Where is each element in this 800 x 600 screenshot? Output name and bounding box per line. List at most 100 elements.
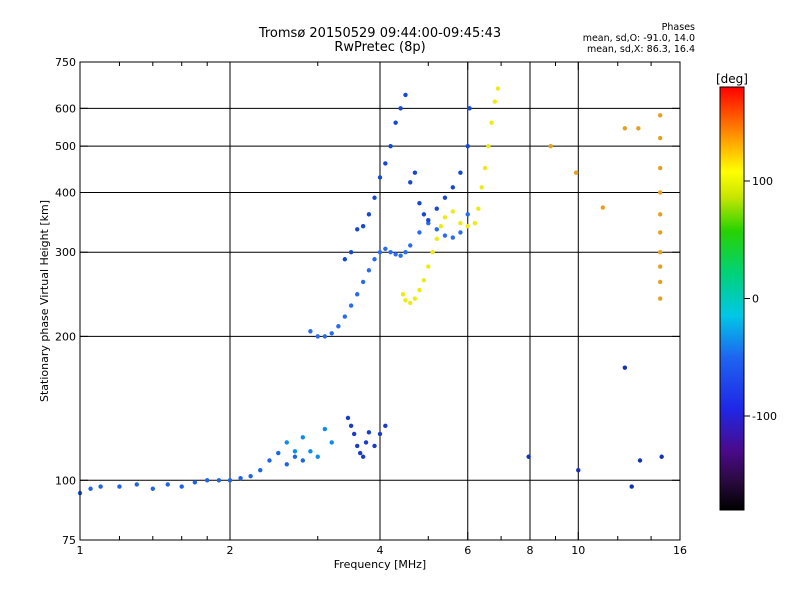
data-point xyxy=(383,423,388,429)
data-point xyxy=(657,230,663,235)
data-point xyxy=(526,454,531,459)
data-point xyxy=(388,250,393,255)
phase-stats-x: mean, sd,X: 86.3, 16.4 xyxy=(586,44,695,55)
data-point xyxy=(400,292,406,297)
y-tick-label: 500 xyxy=(55,140,76,153)
data-point xyxy=(165,482,170,487)
data-point xyxy=(657,165,663,171)
data-point xyxy=(248,473,253,479)
data-point xyxy=(366,430,372,435)
data-point xyxy=(372,257,377,262)
phase-stats-o: mean, sd,O: -91.0, 14.0 xyxy=(582,33,695,44)
y-tick-label: 100 xyxy=(55,474,76,487)
data-point xyxy=(150,486,156,491)
data-point xyxy=(267,458,272,463)
x-tick-label: 8 xyxy=(527,544,534,557)
data-point xyxy=(622,365,628,370)
y-tick-label: 200 xyxy=(55,330,76,343)
data-point xyxy=(417,230,422,235)
data-point xyxy=(383,246,388,251)
data-point xyxy=(458,170,463,175)
data-point xyxy=(430,250,435,255)
data-point xyxy=(372,443,377,449)
data-point xyxy=(442,195,448,200)
data-point xyxy=(412,296,418,301)
data-point xyxy=(238,476,243,481)
data-points-layer xyxy=(77,86,664,496)
data-point xyxy=(450,209,456,214)
data-point xyxy=(348,423,354,429)
data-point xyxy=(434,206,439,211)
chart-subtitle: RwPretec (8p) xyxy=(334,40,426,55)
y-tick-label: 600 xyxy=(55,102,76,115)
data-point xyxy=(354,443,360,449)
data-point xyxy=(576,467,581,473)
data-point xyxy=(348,250,354,255)
data-point xyxy=(465,143,470,149)
data-point xyxy=(403,250,408,255)
data-point xyxy=(366,212,372,217)
data-point xyxy=(284,462,289,467)
data-point xyxy=(408,180,413,185)
data-point xyxy=(393,120,398,125)
colorbar-tick-label: 0 xyxy=(752,293,759,306)
colorbar-tick-label: -100 xyxy=(752,410,777,423)
data-point xyxy=(426,218,431,223)
data-point xyxy=(227,478,233,483)
data-point xyxy=(417,200,422,206)
data-point xyxy=(372,195,377,200)
data-point xyxy=(292,449,298,454)
data-point xyxy=(489,120,494,125)
data-point xyxy=(412,170,418,175)
data-point xyxy=(300,458,306,463)
y-tick-label: 400 xyxy=(55,186,76,199)
data-point xyxy=(636,126,641,131)
data-point xyxy=(351,431,357,437)
data-point xyxy=(657,264,663,269)
data-point xyxy=(472,221,478,226)
data-point xyxy=(434,236,439,242)
phase-stats: Phases mean, sd,O: -91.0, 14.0 mean, sd,… xyxy=(583,22,695,55)
data-point xyxy=(398,106,403,111)
x-tick-label: 1 xyxy=(77,544,84,557)
x-tick-label: 2 xyxy=(227,544,234,557)
data-point xyxy=(637,458,643,463)
data-point xyxy=(383,161,388,166)
colorbar-tick-label: 100 xyxy=(752,175,773,188)
data-point xyxy=(98,484,103,489)
data-point xyxy=(329,440,334,445)
data-point xyxy=(458,230,463,235)
grid-layer xyxy=(80,62,680,540)
data-point xyxy=(403,92,408,98)
x-tick-label: 16 xyxy=(673,544,687,557)
data-point xyxy=(486,143,491,149)
data-point xyxy=(300,435,306,440)
data-point xyxy=(315,454,320,459)
x-tick-label: 6 xyxy=(464,544,471,557)
data-point xyxy=(421,278,427,283)
data-point xyxy=(659,454,664,459)
data-point xyxy=(388,143,393,149)
data-point xyxy=(408,300,413,306)
data-point xyxy=(192,480,198,485)
data-point xyxy=(403,298,408,303)
y-tick-label: 750 xyxy=(55,56,76,69)
data-point xyxy=(657,135,663,141)
data-point xyxy=(308,329,313,334)
data-point xyxy=(450,235,456,240)
data-point xyxy=(308,449,313,454)
data-point xyxy=(354,227,360,232)
data-point xyxy=(657,250,663,255)
data-point xyxy=(284,440,289,445)
data-point xyxy=(450,185,456,190)
data-point xyxy=(179,484,184,489)
x-axis-label: Frequency [MHz] xyxy=(334,558,426,571)
data-point xyxy=(360,224,366,229)
data-point xyxy=(366,268,372,273)
data-point xyxy=(398,253,403,258)
data-point xyxy=(442,215,448,220)
data-point xyxy=(476,206,481,211)
data-point xyxy=(360,279,366,285)
data-point xyxy=(354,292,360,297)
